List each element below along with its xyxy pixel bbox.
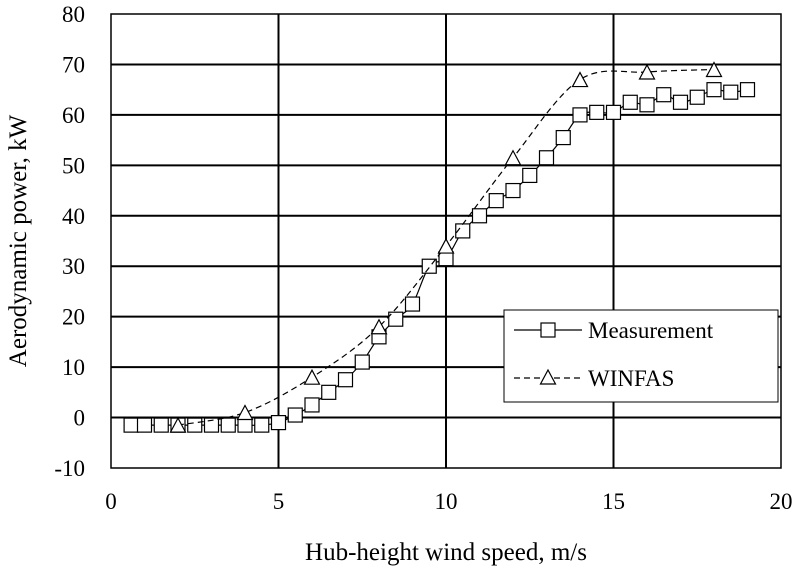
legend-label-measurement: Measurement [588,318,714,343]
measurement-point [254,417,270,433]
y-tick-label: 30 [62,254,85,279]
winfas-point [437,237,455,254]
y-tick-label: 40 [62,204,85,229]
measurement-point [723,84,739,100]
winfas-point [504,149,522,166]
measurement-point [354,354,370,370]
winfas-point [638,63,656,80]
measurement-point [153,417,169,433]
y-tick-label: 10 [62,355,85,380]
measurement-point [438,251,454,267]
legend-triangle-marker-icon [539,368,557,385]
winfas-point [370,318,388,335]
measurement-point [404,296,421,312]
measurement-point [136,417,153,433]
measurement-point [605,104,622,120]
measurement-point [572,107,588,123]
measurement-point [739,82,756,98]
x-tick-label: 5 [273,489,285,514]
measurement-point [622,94,638,110]
y-tick-label: 0 [74,406,86,431]
legend-square-marker-icon [540,322,556,338]
y-tick-label: 70 [62,52,85,77]
measurement-point [639,97,655,113]
series-layer [123,61,756,433]
measurement-point [555,129,571,146]
measurement-point [538,150,555,166]
x-tick-label: 20 [770,489,793,514]
measurement-point [522,167,538,184]
measurement-point [505,182,521,199]
y-tick-label: 20 [62,305,85,330]
measurement-point [337,372,354,388]
legend: Measurement WINFAS [503,309,779,403]
winfas-point [303,368,321,385]
x-tick-label: 10 [435,489,458,514]
y-tick-label: 50 [62,153,85,178]
measurement-point [488,193,504,209]
winfas-point [169,416,187,433]
legend-label-winfas: WINFAS [588,366,674,391]
measurement-point [203,417,220,433]
x-tick-label: 15 [602,489,625,514]
y-tick-label: -10 [54,456,85,481]
legend-item-measurement: Measurement [514,318,714,343]
measurement-point [220,417,236,433]
winfas-point [705,61,723,78]
legend-item-winfas: WINFAS [514,366,674,391]
measurement-point [287,407,303,423]
measurement-point [672,94,689,110]
measurement-point [656,87,672,103]
y-tick-label: 80 [62,2,85,27]
winfas-point [571,71,589,88]
plot-frame [110,13,782,469]
measurement-point [270,415,287,431]
x-tick-label: 0 [105,489,117,514]
y-axis-title: Aerodynamic power, kW [5,114,32,367]
winfas-point [236,404,254,421]
measurement-point [321,384,337,400]
measurement-point [706,82,722,98]
y-tick-label: 60 [62,103,85,128]
measurement-point [123,417,139,433]
measurement-point [471,208,488,224]
tick-labels: 0 5 10 15 20 -10 0 10 20 30 40 50 60 70 80 [54,2,792,514]
measurement-point [187,417,203,433]
measurement-point [304,397,320,413]
x-axis-title: Hub-height wind speed, m/s [305,539,587,566]
measurement-point [589,104,605,120]
measurement-point [237,417,253,433]
measurement-point [388,311,404,327]
measurement-point [689,89,705,105]
